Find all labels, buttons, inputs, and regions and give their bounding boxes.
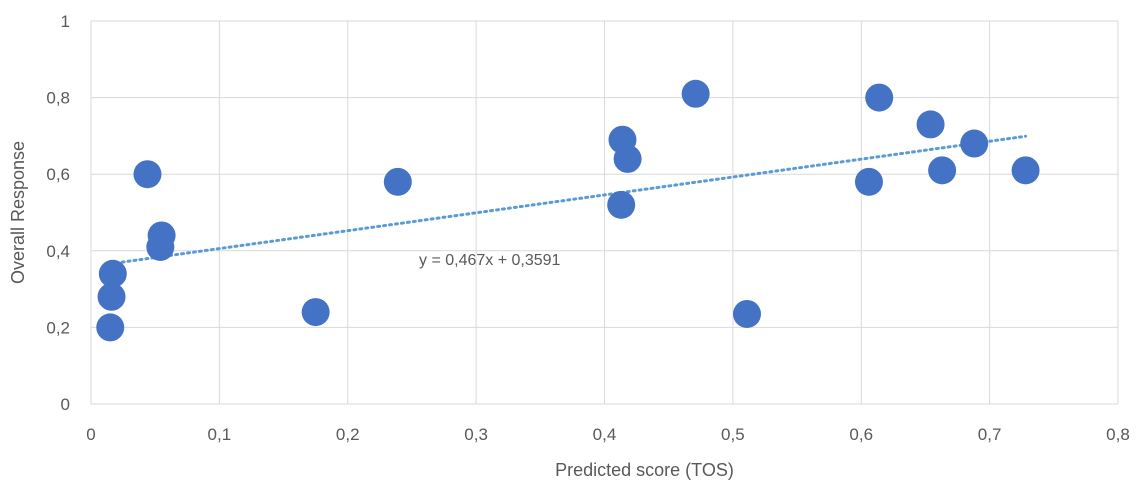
- grid-lines: [90, 20, 1119, 405]
- x-tick-label: 0: [86, 425, 95, 444]
- data-point: [133, 160, 162, 189]
- y-tick-label: 0,6: [46, 165, 70, 184]
- data-point: [97, 282, 126, 311]
- data-point: [1011, 156, 1040, 185]
- trendline: [108, 134, 1028, 266]
- x-axis-title: Predicted score (TOS): [555, 460, 734, 480]
- x-tick-label: 0,2: [336, 425, 360, 444]
- data-point: [98, 259, 127, 288]
- x-tick-label: 0,1: [208, 425, 232, 444]
- data-point: [147, 221, 176, 250]
- y-axis-title: Overall Response: [8, 141, 28, 284]
- x-tick-label: 0,7: [978, 425, 1002, 444]
- trendline-equation-label: y = 0,467x + 0,3591: [419, 252, 561, 269]
- data-point: [96, 313, 125, 342]
- data-point: [607, 190, 636, 219]
- data-point: [681, 79, 710, 108]
- x-tick-label: 0,5: [721, 425, 745, 444]
- data-point: [854, 167, 883, 196]
- y-tick-label: 0,4: [46, 242, 70, 261]
- x-tick-label: 0,4: [593, 425, 617, 444]
- data-point: [301, 298, 330, 327]
- y-tick-label: 0,8: [46, 89, 70, 108]
- x-tick-label: 0,3: [464, 425, 488, 444]
- data-point: [960, 129, 989, 158]
- y-tick-label: 0,2: [46, 318, 70, 337]
- x-tick-label: 0,8: [1106, 425, 1130, 444]
- data-point: [613, 144, 642, 173]
- trendline-layer: [108, 134, 1028, 266]
- data-points-layer: [96, 79, 1040, 342]
- x-tick-label: 0,6: [849, 425, 873, 444]
- data-point: [732, 299, 761, 328]
- data-point: [865, 83, 894, 112]
- y-tick-label: 0: [61, 395, 70, 414]
- data-point: [383, 167, 412, 196]
- data-point: [928, 156, 957, 185]
- tick-labels-layer: 0 0,1 0,2 0,3 0,4 0,5 0,6 0,7 0,8 0 0,2 0,4 0,6 0,8 1: [46, 12, 1129, 444]
- data-point: [916, 110, 945, 139]
- y-tick-label: 1: [61, 12, 70, 31]
